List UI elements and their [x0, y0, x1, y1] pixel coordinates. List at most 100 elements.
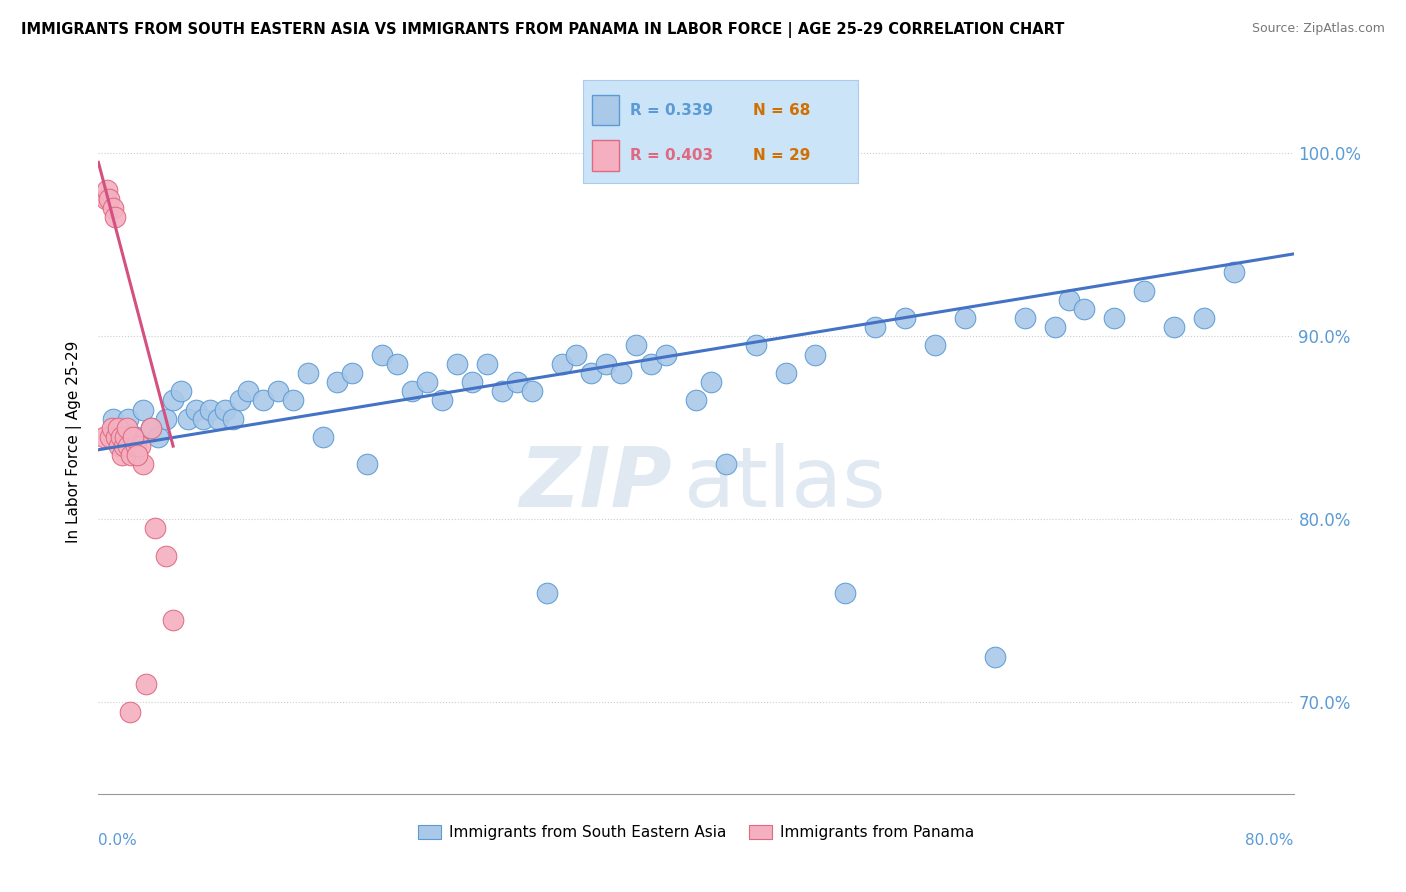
- Point: [342, 366, 364, 380]
- Point: [1192, 310, 1215, 325]
- Point: [401, 384, 423, 399]
- Point: [894, 310, 917, 325]
- Point: [169, 384, 191, 399]
- Point: [953, 310, 976, 325]
- Point: [207, 411, 229, 425]
- Text: ZIP: ZIP: [519, 443, 672, 524]
- Point: [626, 338, 648, 352]
- Point: [114, 430, 136, 444]
- Text: N = 29: N = 29: [754, 148, 811, 162]
- Point: [311, 430, 333, 444]
- Point: [655, 348, 678, 362]
- Point: [924, 338, 946, 352]
- Point: [461, 375, 484, 389]
- Text: atlas: atlas: [685, 443, 886, 524]
- Point: [281, 393, 304, 408]
- Point: [162, 393, 184, 408]
- Point: [297, 366, 319, 380]
- Point: [491, 384, 513, 399]
- Point: [200, 402, 222, 417]
- Point: [1163, 320, 1185, 334]
- Point: [700, 375, 723, 389]
- Point: [96, 183, 118, 197]
- Point: [865, 320, 887, 334]
- Point: [214, 402, 236, 417]
- Text: R = 0.403: R = 0.403: [630, 148, 713, 162]
- Point: [326, 375, 349, 389]
- Point: [416, 375, 439, 389]
- Point: [581, 366, 603, 380]
- Point: [120, 448, 142, 462]
- Point: [1014, 310, 1036, 325]
- Point: [506, 375, 529, 389]
- Point: [536, 585, 558, 599]
- Point: [1059, 293, 1081, 307]
- Y-axis label: In Labor Force | Age 25-29: In Labor Force | Age 25-29: [66, 341, 83, 542]
- Legend: Immigrants from South Eastern Asia, Immigrants from Panama: Immigrants from South Eastern Asia, Immi…: [412, 819, 980, 847]
- Point: [98, 430, 122, 444]
- Point: [685, 393, 707, 408]
- Point: [97, 192, 120, 206]
- Point: [143, 521, 166, 535]
- Point: [162, 613, 184, 627]
- Point: [267, 384, 290, 399]
- Point: [104, 211, 127, 225]
- Point: [222, 411, 245, 425]
- Point: [117, 439, 139, 453]
- Point: [93, 430, 115, 444]
- Point: [107, 421, 129, 435]
- Point: [112, 439, 135, 453]
- Point: [714, 458, 737, 472]
- Point: [550, 357, 572, 371]
- Point: [520, 384, 543, 399]
- Point: [118, 705, 141, 719]
- Text: 0.0%: 0.0%: [98, 832, 138, 847]
- Point: [103, 201, 125, 215]
- Point: [252, 393, 274, 408]
- Point: [236, 384, 259, 399]
- Point: [121, 430, 143, 444]
- Point: [105, 430, 128, 444]
- Point: [94, 192, 117, 206]
- Point: [111, 448, 134, 462]
- Point: [148, 430, 170, 444]
- Point: [1133, 284, 1156, 298]
- Point: [155, 549, 177, 563]
- Point: [127, 448, 149, 462]
- Point: [371, 348, 394, 362]
- Text: Source: ZipAtlas.com: Source: ZipAtlas.com: [1251, 22, 1385, 36]
- Point: [984, 649, 1007, 664]
- Text: 80.0%: 80.0%: [1246, 832, 1294, 847]
- Point: [191, 411, 214, 425]
- Point: [229, 393, 252, 408]
- Point: [385, 357, 409, 371]
- Point: [177, 411, 200, 425]
- Text: R = 0.339: R = 0.339: [630, 103, 713, 118]
- Point: [115, 421, 138, 435]
- Point: [1073, 301, 1095, 316]
- Text: IMMIGRANTS FROM SOUTH EASTERN ASIA VS IMMIGRANTS FROM PANAMA IN LABOR FORCE | AG: IMMIGRANTS FROM SOUTH EASTERN ASIA VS IM…: [21, 22, 1064, 38]
- Point: [356, 458, 378, 472]
- Bar: [592, 95, 619, 126]
- Point: [135, 677, 157, 691]
- Point: [1223, 265, 1246, 279]
- Point: [446, 357, 468, 371]
- Point: [132, 402, 155, 417]
- Point: [101, 421, 124, 435]
- Point: [155, 411, 177, 425]
- Bar: [592, 140, 619, 170]
- Point: [430, 393, 453, 408]
- Point: [110, 421, 132, 435]
- Point: [745, 338, 768, 352]
- Point: [108, 439, 131, 453]
- Point: [139, 421, 162, 435]
- Point: [1043, 320, 1066, 334]
- Point: [110, 430, 132, 444]
- Point: [475, 357, 498, 371]
- Point: [804, 348, 827, 362]
- Point: [565, 348, 588, 362]
- Point: [103, 411, 125, 425]
- Point: [125, 439, 148, 453]
- Point: [129, 439, 152, 453]
- Point: [139, 421, 162, 435]
